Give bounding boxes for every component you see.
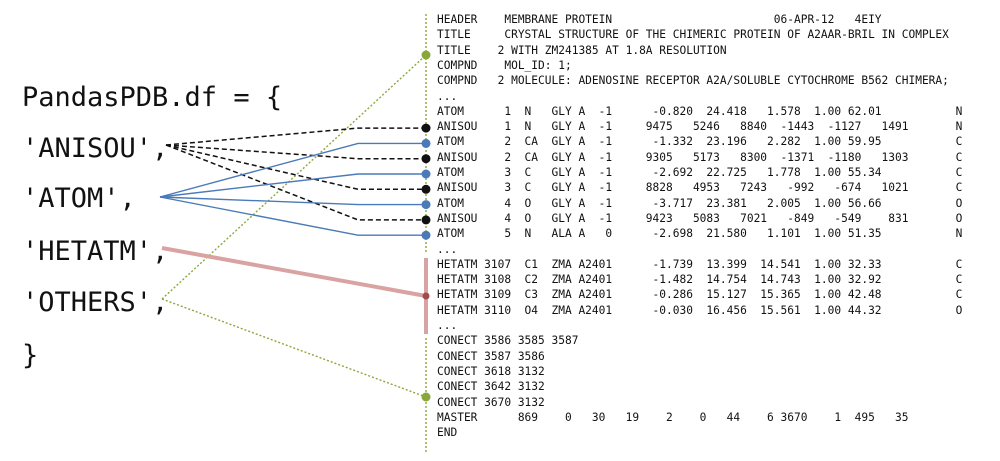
atom-dot (421, 169, 431, 179)
dict-key-anisou: 'ANISOU', (22, 133, 169, 164)
dict-closing: } (22, 340, 39, 371)
pdb-line: COMPND 2 MOLECULE: ADENOSINE RECEPTOR A2… (437, 74, 949, 88)
pdb-line: CONECT 3642 3132 (437, 380, 545, 394)
pdb-line: HETATM 3110 O4 ZMA A2401 -0.030 16.456 1… (437, 303, 963, 317)
atom-connector (159, 142, 426, 198)
hetatm-connector (161, 246, 427, 298)
anisou-connector (165, 144, 426, 160)
anisou-connector (165, 144, 426, 191)
pdb-line: ... (437, 89, 458, 103)
atom-dot (421, 200, 431, 210)
anisou-dot (421, 184, 431, 194)
dict-key-hetatm: 'HETATM', (22, 236, 169, 267)
anisou-connector (165, 144, 426, 221)
pdb-line: HETATM 3109 C3 ZMA A2401 -0.286 15.127 1… (437, 288, 963, 302)
pdb-line: ATOM 3 C GLY A -1 -2.692 22.725 1.778 1.… (437, 166, 963, 179)
pdb-line: END (437, 426, 458, 440)
atom-connector (159, 196, 426, 206)
others-dot-top (421, 50, 431, 60)
pdb-line: TITLE CRYSTAL STRUCTURE OF THE CHIMERIC … (437, 28, 949, 42)
others-connector-bottom (161, 298, 427, 398)
pdb-line: CONECT 3618 3132 (437, 364, 545, 378)
anisou-dot (421, 123, 431, 133)
pdb-line: CONECT 3586 3585 3587 (437, 334, 579, 348)
pdb-line: ATOM 2 CA GLY A -1 -1.332 23.196 2.282 1… (437, 135, 963, 149)
pdb-line: CONECT 3587 3586 (437, 349, 545, 363)
pdb-line: ... (437, 319, 458, 332)
pdb-line: ANISOU 4 O GLY A -1 9423 5083 7021 -849 … (437, 211, 963, 225)
pdb-line: ... (437, 242, 458, 256)
pdb-line: ANISOU 1 N GLY A -1 9475 5246 8840 -1443… (437, 120, 963, 134)
atom-connector (159, 173, 426, 198)
hetatm-dot (422, 292, 430, 300)
pdb-line: ANISOU 3 C GLY A -1 8828 4953 7243 -992 … (437, 181, 963, 195)
atom-dot (421, 138, 431, 148)
pdb-line: TITLE 2 WITH ZM241385 AT 1.8A RESOLUTION (437, 43, 727, 57)
atom-connector (159, 196, 426, 236)
others-connector-top (161, 54, 427, 300)
pdb-line: HETATM 3108 C2 ZMA A2401 -1.482 14.754 1… (437, 273, 963, 287)
dict-key-atom: 'ATOM', (22, 183, 136, 214)
others-dot-bottom (421, 392, 431, 402)
anisou-dot (421, 215, 431, 225)
pdb-line: MASTER 869 0 30 19 2 0 44 6 3670 1 495 3… (437, 410, 909, 424)
atom-dot (421, 230, 431, 240)
pdb-line: ANISOU 2 CA GLY A -1 9305 5173 8300 -137… (437, 150, 963, 164)
pdb-line: HEADER MEMBRANE PROTEIN 06-APR-12 4EIY (437, 13, 882, 26)
pdb-line: HETATM 3107 C1 ZMA A2401 -1.739 13.399 1… (437, 257, 963, 271)
pdb-line: ATOM 4 O GLY A -1 -3.717 23.381 2.005 1.… (437, 196, 963, 210)
pdb-line: ATOM 5 N ALA A 0 -2.698 21.580 1.101 1.0… (437, 227, 963, 241)
anisou-dot (421, 154, 431, 164)
dict-opening: PandasPDB.df = { (22, 82, 283, 113)
pdb-line: CONECT 3670 3132 (437, 395, 545, 409)
pdb-line: ATOM 1 N GLY A -1 -0.820 24.418 1.578 1.… (437, 104, 963, 118)
anisou-connector (165, 127, 426, 146)
dict-key-others: 'OTHERS', (22, 287, 169, 318)
pdb-line: COMPND MOL_ID: 1; (437, 58, 572, 72)
